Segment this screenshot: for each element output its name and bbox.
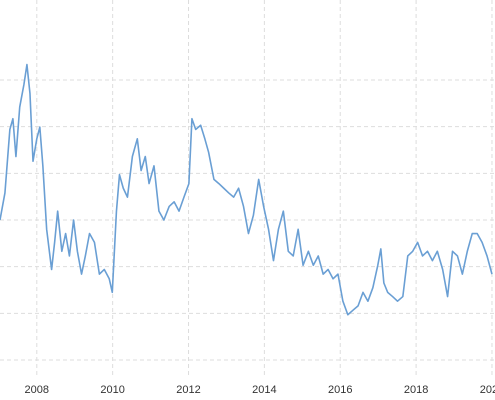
x-tick-label: 2008 [25, 384, 49, 396]
x-tick-label: 2012 [176, 384, 200, 396]
x-tick-label: 2020 [480, 384, 495, 396]
x-tick-label: 2018 [404, 384, 428, 396]
x-tick-label: 2016 [328, 384, 352, 396]
x-tick-label: 2014 [252, 384, 276, 396]
line [0, 63, 493, 316]
x-tick-label: 2010 [100, 384, 124, 396]
